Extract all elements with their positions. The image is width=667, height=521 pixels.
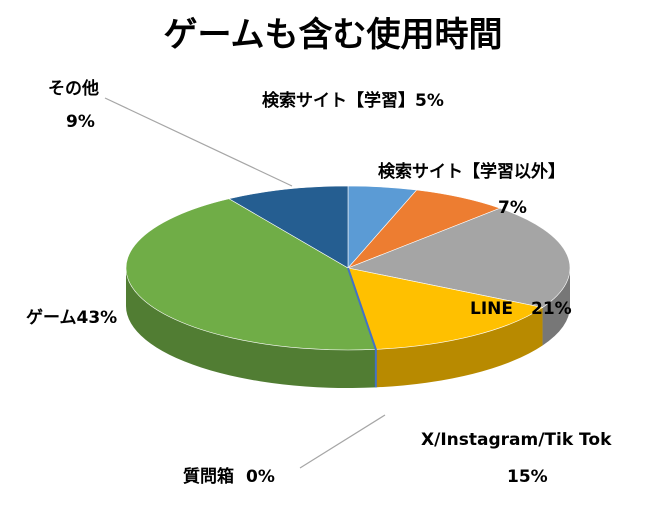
- slice-6: [228, 185, 349, 269]
- label-question-box: 質問箱 0%: [183, 466, 275, 487]
- slice-5: [125, 198, 377, 351]
- label-line: LINE 21%: [470, 299, 572, 319]
- leader-line-question-box: [299, 414, 386, 469]
- slice-side-2: [542, 268, 570, 346]
- slice-2: [346, 207, 571, 308]
- slice-3: [347, 267, 544, 350]
- value-search-other: 7%: [498, 198, 527, 218]
- label-search-study: 検索サイト【学習】5%: [262, 90, 444, 111]
- label-search-other: 検索サイト【学習以外】: [378, 161, 565, 182]
- label-sns: X/Instagram/Tik Tok: [421, 430, 612, 450]
- label-game: ゲーム43%: [26, 307, 117, 328]
- leader-lines: [104, 97, 386, 469]
- label-other: その他: [48, 78, 99, 99]
- value-sns: 15%: [507, 467, 548, 487]
- chart-title: ゲームも含む使用時間: [164, 15, 503, 55]
- slice-side-5: [126, 268, 376, 388]
- pie-slices: [125, 185, 571, 388]
- slice-4: [347, 267, 377, 388]
- leader-line-other: [104, 97, 293, 187]
- value-other: 9%: [66, 112, 95, 132]
